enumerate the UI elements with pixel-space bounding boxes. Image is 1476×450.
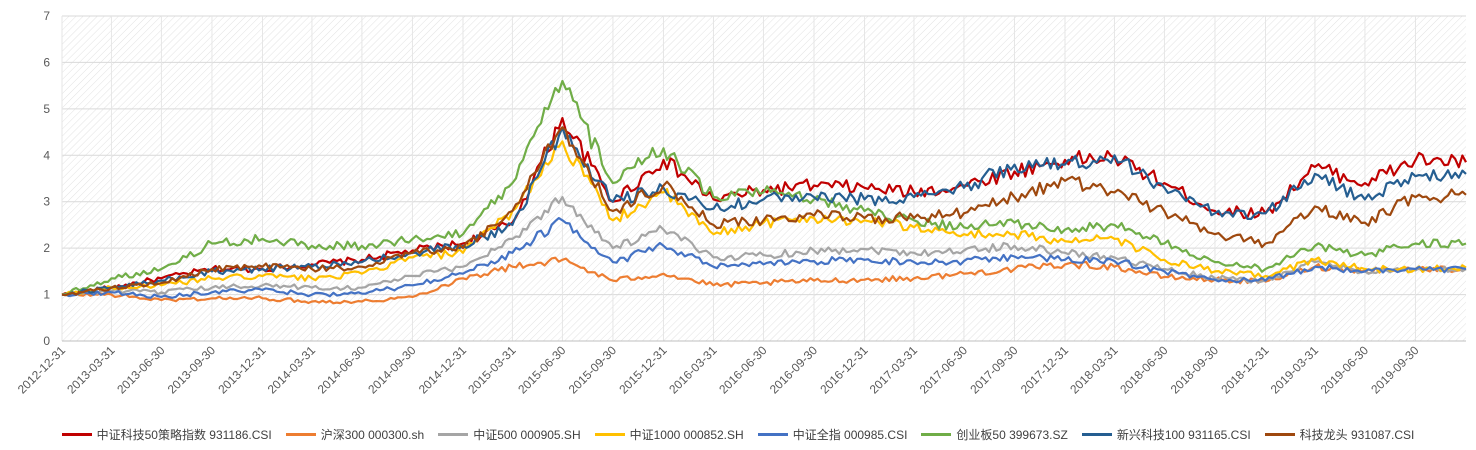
series-line-2 <box>61 256 1467 305</box>
y-tick-label: 2 <box>43 241 50 255</box>
x-tick-label: 2013-09-30 <box>165 343 219 397</box>
x-tick-label: 2018-12-31 <box>1218 343 1272 397</box>
legend-swatch <box>1264 432 1295 436</box>
legend-item: 科技龙头 931087.CSI <box>1264 426 1415 443</box>
legend-label: 中证科技50策略指数 931186.CSI <box>96 427 272 442</box>
x-tick-label: 2013-12-31 <box>215 343 269 397</box>
series-line-3 <box>61 196 1467 296</box>
x-tick-label: 2015-12-31 <box>616 343 670 397</box>
x-tick-label: 2014-12-31 <box>416 343 470 397</box>
legend-label: 中证全指 000985.CSI <box>792 427 908 442</box>
x-tick-label: 2016-12-31 <box>817 343 871 397</box>
x-tick-label: 2015-03-31 <box>465 343 519 397</box>
series-line-5 <box>62 217 1467 299</box>
legend-item: 沪深300 000300.sh <box>285 426 425 443</box>
legend-item: 中证1000 000852.SH <box>594 426 744 443</box>
x-tick-label: 2017-06-30 <box>917 343 971 397</box>
x-axis: 2012-12-312013-03-312013-06-302013-09-30… <box>15 340 1466 397</box>
series-line-8 <box>61 126 1467 297</box>
legend: 中证科技50策略指数 931186.CSI 沪深300 000300.sh 中证50… <box>0 424 1476 444</box>
x-tick-label: 2014-03-31 <box>265 343 319 397</box>
plot-area <box>62 16 1466 341</box>
legend-swatch <box>438 432 469 436</box>
x-tick-label: 2014-09-30 <box>365 343 419 397</box>
x-tick-label: 2017-03-31 <box>867 343 921 397</box>
x-tick-label: 2019-06-30 <box>1318 343 1372 397</box>
legend-item: 新兴科技100 931165.CSI <box>1081 426 1251 443</box>
x-tick-label: 2019-09-30 <box>1368 343 1422 397</box>
x-tick-label: 2017-09-30 <box>967 343 1021 397</box>
y-tick-label: 0 <box>43 334 50 348</box>
x-tick-label: 2015-06-30 <box>515 343 569 397</box>
x-tick-label: 2018-09-30 <box>1168 343 1222 397</box>
y-tick-label: 3 <box>43 195 50 209</box>
y-tick-label: 6 <box>43 55 50 69</box>
y-tick-label: 4 <box>43 148 50 162</box>
x-tick-label: 2016-09-30 <box>767 343 821 397</box>
legend-swatch <box>285 432 316 436</box>
x-tick-label: 2013-06-30 <box>114 343 168 397</box>
y-axis: 0 1 2 3 4 5 6 7 <box>43 9 50 348</box>
legend-label: 中证1000 000852.SH <box>629 427 744 442</box>
legend-label: 创业板50 399673.SZ <box>956 427 1068 442</box>
legend-item: 中证全指 000985.CSI <box>757 426 908 443</box>
series-line-6 <box>61 79 1467 296</box>
y-tick-label: 5 <box>43 102 50 116</box>
legend-swatch <box>1081 432 1112 436</box>
series-layer <box>61 79 1467 305</box>
legend-swatch <box>757 432 788 436</box>
x-tick-label: 2016-06-30 <box>716 343 770 397</box>
y-tick-label: 1 <box>43 288 50 302</box>
legend-label: 新兴科技100 931165.CSI <box>1116 427 1251 442</box>
x-tick-label: 2014-06-30 <box>315 343 369 397</box>
legend-swatch <box>61 432 92 436</box>
legend-swatch <box>921 432 952 436</box>
x-tick-label: 2012-12-31 <box>15 343 69 397</box>
legend-label: 中证500 000905.SH <box>473 427 581 442</box>
legend-swatch <box>594 432 625 436</box>
legend-item: 中证500 000905.SH <box>438 426 581 443</box>
y-tick-label: 7 <box>43 9 50 23</box>
series-line-4 <box>61 140 1467 296</box>
x-tick-label: 2018-06-30 <box>1117 343 1171 397</box>
legend-label: 沪深300 000300.sh <box>320 427 425 442</box>
x-tick-label: 2013-03-31 <box>64 343 118 397</box>
x-tick-label: 2016-03-31 <box>666 343 720 397</box>
x-tick-label: 2018-03-31 <box>1067 343 1121 397</box>
legend-item: 创业板50 399673.SZ <box>921 426 1068 443</box>
legend-item: 中证科技50策略指数 931186.CSI <box>61 426 272 443</box>
x-tick-label: 2017-12-31 <box>1018 343 1072 397</box>
x-tick-label: 2015-09-30 <box>566 343 620 397</box>
x-tick-label: 2019-03-31 <box>1268 343 1322 397</box>
legend-label: 科技龙头 931087.CSI <box>1299 427 1415 442</box>
